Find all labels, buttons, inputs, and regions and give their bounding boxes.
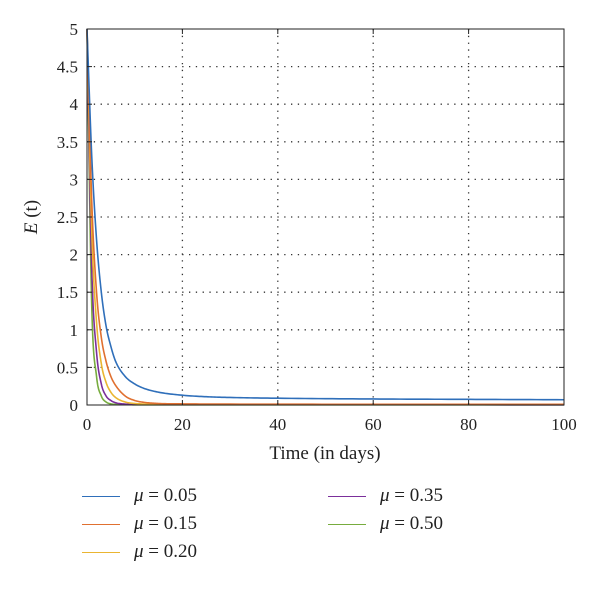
legend-swatch (82, 551, 120, 553)
y-axis-ticks: 0 0.5 1 1.5 2 2.5 3 3.5 4 4.5 5 (57, 20, 564, 415)
x-tick-label: 20 (174, 415, 191, 434)
y-tick-label: 2 (70, 246, 79, 265)
x-tick-label: 100 (551, 415, 577, 434)
legend-label: μ = 0.50 (380, 513, 444, 534)
y-tick-label: 5 (70, 20, 79, 39)
legend-item: μ = 0.15 (82, 512, 197, 536)
legend-item: μ = 0.35 (328, 484, 443, 508)
series-line (86, 28, 564, 406)
x-axis-label: Time (in days) (269, 443, 380, 464)
x-tick-label: 60 (365, 415, 382, 434)
x-tick-label: 0 (83, 415, 92, 434)
series-line (86, 28, 565, 401)
legend-swatch (328, 495, 366, 497)
y-tick-label: 4 (70, 95, 79, 114)
y-tick-label: 2.5 (57, 208, 78, 227)
legend-label: μ = 0.05 (134, 485, 198, 506)
legend-swatch (82, 495, 120, 497)
legend-label: μ = 0.35 (380, 485, 444, 506)
y-tick-label: 0 (70, 396, 79, 415)
y-axis-label: E (t) (21, 200, 42, 235)
legend-label: μ = 0.20 (134, 541, 198, 562)
legend: μ = 0.05 μ = 0.15 μ = 0.20 μ = 0.35 μ = 0.50 (82, 484, 502, 580)
y-tick-label: 1.5 (57, 283, 78, 302)
y-tick-label: 3 (70, 170, 79, 189)
legend-item: μ = 0.05 (82, 484, 197, 508)
legend-label: μ = 0.15 (134, 513, 198, 534)
y-tick-label: 3.5 (57, 133, 78, 152)
y-tick-label: 0.5 (57, 358, 78, 377)
grid-lines (87, 29, 564, 405)
x-tick-label: 40 (269, 415, 286, 434)
legend-swatch (328, 523, 366, 525)
legend-swatch (82, 523, 120, 525)
y-tick-label: 1 (70, 321, 79, 340)
x-axis-ticks: 0 20 40 60 80 100 (83, 29, 577, 434)
line-chart: 0 20 40 60 80 100 0 0.5 1 1.5 2 2.5 3 3.5 4 4.5 5 Time … (21, 20, 577, 464)
y-tick-label: 4.5 (57, 58, 78, 77)
x-tick-label: 80 (460, 415, 477, 434)
legend-item: μ = 0.20 (82, 540, 197, 564)
legend-item: μ = 0.50 (328, 512, 443, 536)
